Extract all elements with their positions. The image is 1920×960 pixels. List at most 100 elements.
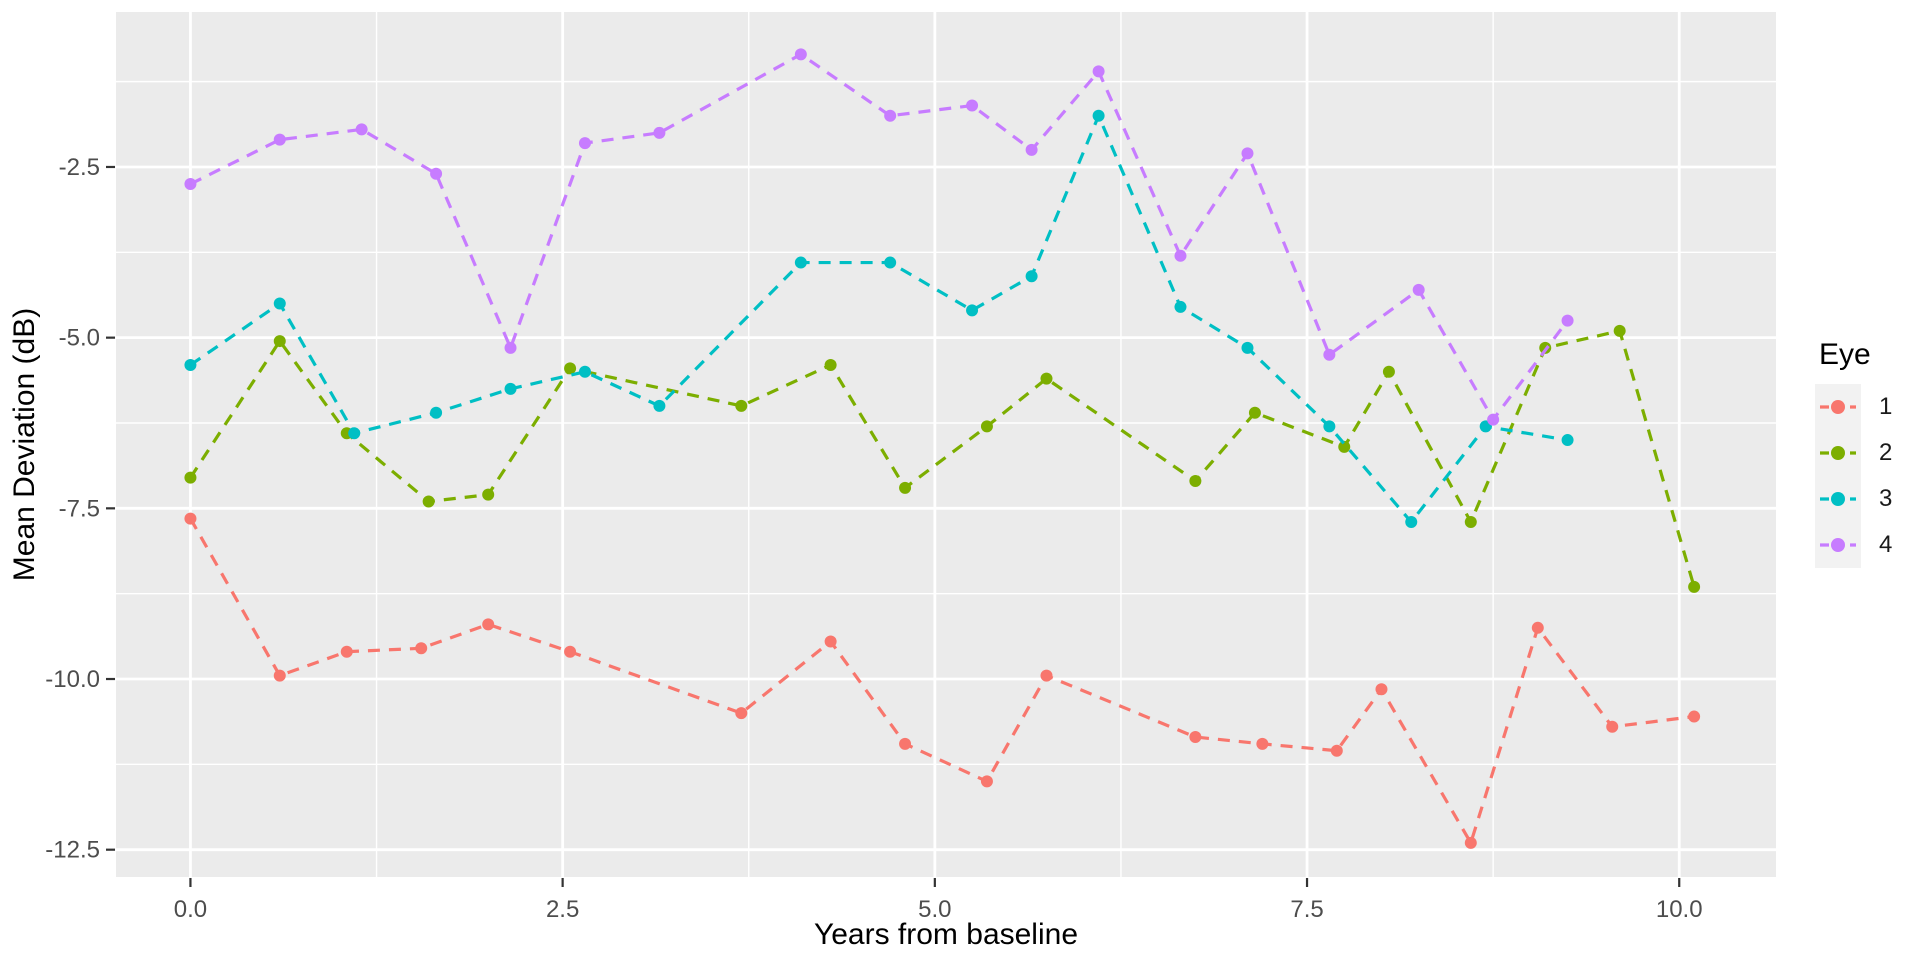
data-point-eye-3 [1174,300,1187,313]
data-point-eye-3 [430,406,443,419]
data-point-eye-1 [482,618,495,631]
data-point-eye-1 [824,635,837,648]
legend-items: 1 2 3 4 [1815,384,1915,568]
y-tick-label: -12.5 [45,837,100,864]
data-point-eye-4 [578,137,591,150]
data-point-eye-1 [1330,744,1343,757]
data-point-eye-2 [899,481,912,494]
data-point-eye-4 [1487,413,1500,426]
legend-item-eye-3: 3 [1815,476,1915,522]
data-point-eye-1 [1688,710,1701,723]
x-axis-title: Years from baseline [814,918,1078,951]
x-tick-label: 10.0 [1656,896,1703,923]
series-line-eye-4 [189,52,1569,423]
data-point-eye-2 [273,335,286,348]
legend-point-sample [1831,538,1845,552]
data-point-eye-1 [1189,731,1202,744]
data-point-eye-3 [1405,515,1418,528]
data-point-eye-3 [1241,341,1254,354]
data-point-eye-3 [273,297,286,310]
legend-key-swatch [1815,522,1861,568]
data-point-eye-1 [1375,683,1388,696]
legend-item-label: 4 [1879,531,1893,558]
data-point-eye-2 [1338,440,1351,453]
data-point-eye-4 [1323,348,1336,361]
y-tick-label: -2.5 [59,154,100,181]
data-point-eye-3 [1323,420,1336,433]
data-point-eye-3 [966,304,979,317]
y-tick-label: -5.0 [59,325,100,352]
legend-key-swatch [1815,476,1861,522]
data-point-eye-2 [735,399,748,412]
data-point-eye-2 [184,471,197,484]
data-point-eye-4 [184,178,197,191]
data-point-eye-3 [653,399,666,412]
data-point-eye-1 [735,707,748,720]
data-point-eye-2 [1040,372,1053,385]
data-point-eye-3 [1092,109,1105,122]
data-point-eye-3 [794,256,807,269]
data-point-eye-1 [415,642,428,655]
legend-point-sample [1831,446,1845,460]
data-point-eye-1 [273,669,286,682]
data-point-eye-4 [1092,65,1105,78]
data-point-eye-3 [504,382,517,395]
data-point-eye-2 [980,420,993,433]
data-point-eye-4 [794,48,807,61]
data-point-eye-2 [1613,324,1626,337]
x-tick-label: 0.0 [174,896,207,923]
y-axis-title: Mean Deviation (dB) [8,308,41,581]
data-point-eye-1 [899,737,912,750]
data-point-eye-4 [653,126,666,139]
data-point-eye-4 [1025,143,1038,156]
data-point-eye-4 [1174,249,1187,262]
y-tick-label: -7.5 [59,495,100,522]
legend-point-sample [1831,400,1845,414]
data-point-eye-3 [348,427,361,440]
legend-point-sample [1831,492,1845,506]
data-point-eye-3 [884,256,897,269]
data-point-eye-1 [1606,720,1619,733]
legend-title: Eye [1819,338,1871,371]
x-tick-label: 5.0 [918,896,951,923]
data-point-eye-2 [1464,515,1477,528]
data-point-eye-4 [430,167,443,180]
y-tick-label: -10.0 [45,666,100,693]
data-point-eye-4 [884,109,897,122]
data-point-eye-3 [184,358,197,371]
series-line-eye-3 [189,111,1568,525]
legend: Eye 1 2 3 4 [1815,338,1915,568]
data-point-eye-2 [422,495,435,508]
data-point-eye-1 [1040,669,1053,682]
data-point-eye-4 [504,341,517,354]
legend-item-label: 1 [1879,393,1893,420]
data-point-eye-1 [980,775,993,788]
data-point-eye-3 [578,365,591,378]
legend-item-eye-1: 1 [1815,384,1915,430]
data-point-eye-2 [1189,475,1202,488]
data-point-eye-2 [1248,406,1261,419]
data-point-eye-1 [564,645,577,658]
data-point-eye-2 [482,488,495,501]
data-point-eye-4 [966,99,979,112]
plot-panel [116,12,1776,877]
data-point-eye-1 [340,645,353,658]
legend-item-label: 3 [1879,485,1893,512]
data-point-eye-4 [1241,147,1254,160]
x-tick-label: 2.5 [546,896,579,923]
data-point-eye-2 [824,358,837,371]
data-point-eye-1 [1531,621,1544,634]
data-point-eye-2 [1382,365,1395,378]
data-point-eye-1 [1256,737,1269,750]
data-point-eye-1 [1464,836,1477,849]
legend-key-swatch [1815,384,1861,430]
legend-item-eye-4: 4 [1815,522,1915,568]
data-point-eye-4 [1561,314,1574,327]
legend-item-eye-2: 2 [1815,430,1915,476]
x-tick-label: 7.5 [1290,896,1323,923]
data-point-eye-4 [355,123,368,136]
data-point-eye-4 [1412,283,1425,296]
data-point-eye-3 [1025,270,1038,283]
